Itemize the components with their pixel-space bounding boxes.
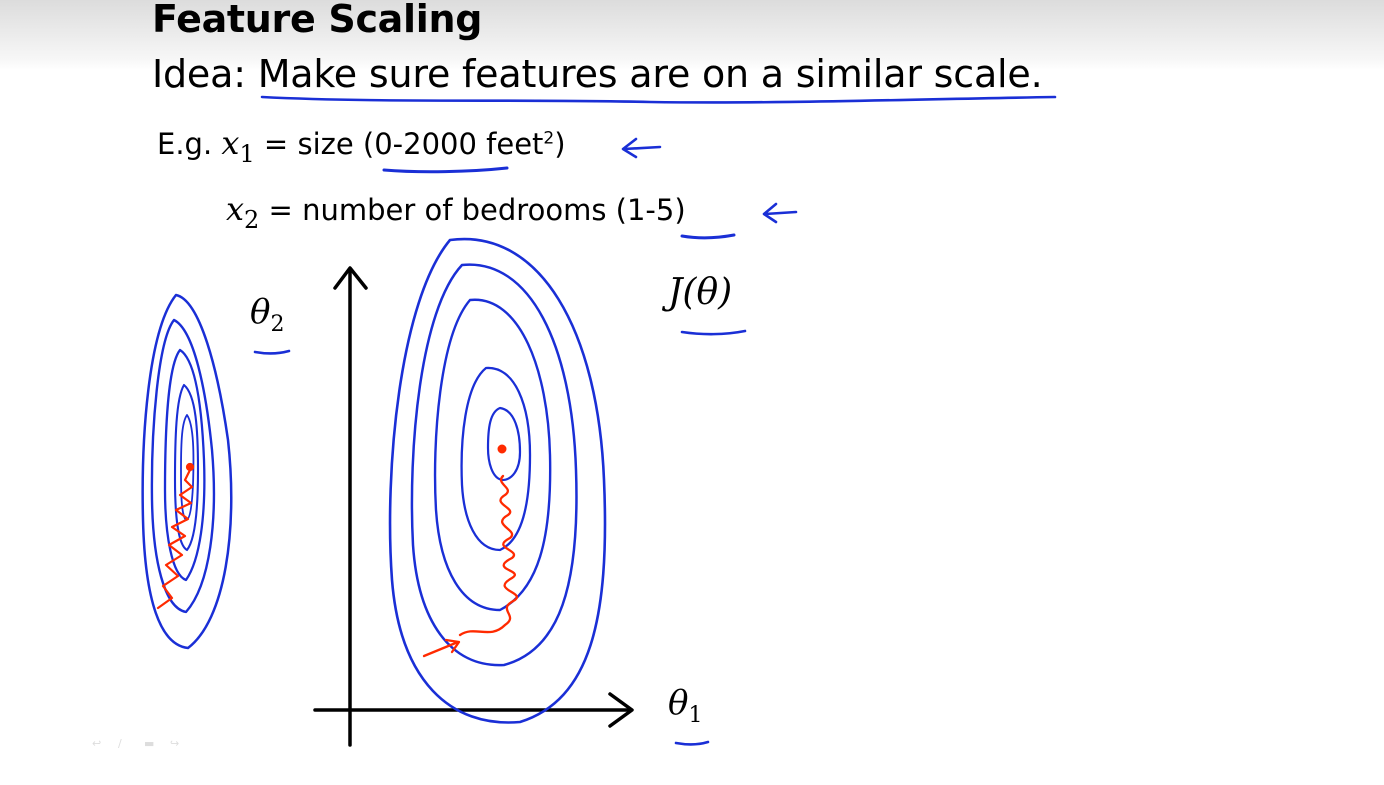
menu-icon[interactable]: ▬ xyxy=(144,737,155,750)
next-icon[interactable]: ↪ xyxy=(170,737,180,750)
idea-line: Idea: Make sure features are on a simila… xyxy=(152,52,1043,96)
x2-close-paren: ) xyxy=(674,193,686,227)
right-contour-4 xyxy=(460,366,532,552)
theta2-symbol: θ xyxy=(250,292,271,332)
left-contour-3 xyxy=(163,348,206,582)
vertical-axis-arrowhead-icon xyxy=(333,266,368,290)
j-theta-underline xyxy=(680,329,747,336)
right-start-arrow-icon xyxy=(422,638,461,658)
theta2-subscript: 2 xyxy=(270,312,285,337)
slide-player-controls: ↩ ∕ ▬ ↪ xyxy=(92,737,186,750)
x2-subscript: 2 xyxy=(244,206,260,234)
left-contour-2 xyxy=(150,318,216,614)
idea-text: Make sure features are on a similar scal… xyxy=(257,52,1031,96)
idea-prefix: Idea: xyxy=(152,52,258,96)
x1-description: = size ( xyxy=(254,127,375,161)
x1-pointer-arrow-icon xyxy=(621,137,662,159)
horizontal-axis-arrowhead-icon xyxy=(608,692,634,728)
range-x1-underline xyxy=(382,166,509,174)
right-gradient-zigzag xyxy=(458,474,518,637)
left-minimum-dot xyxy=(185,462,195,472)
theta1-axis-label: θ1 xyxy=(668,683,702,728)
x1-range: 0-2000 xyxy=(374,127,477,161)
cost-function-label: J(θ) xyxy=(668,272,733,313)
x2-pointer-arrow-icon xyxy=(762,202,798,224)
x2-variable: x xyxy=(226,190,245,228)
x1-close-paren: ) xyxy=(554,127,566,161)
pen-icon[interactable]: ∕ xyxy=(118,737,122,750)
right-contour-5 xyxy=(486,406,522,482)
x2-range: 1-5 xyxy=(626,193,675,227)
range-x2-underline xyxy=(680,233,736,240)
x1-unit: feet xyxy=(476,127,544,161)
theta1-subscript: 1 xyxy=(688,703,703,728)
idea-underline xyxy=(260,95,1057,104)
previous-icon[interactable]: ↩ xyxy=(92,737,102,750)
left-gradient-zigzag xyxy=(156,468,194,610)
theta1-symbol: θ xyxy=(668,683,689,723)
theta2-underline xyxy=(253,349,291,355)
right-contour-3 xyxy=(433,298,552,612)
left-contour-outer xyxy=(141,293,233,650)
example-x2-line: x2 = number of bedrooms (1-5) xyxy=(226,190,686,234)
right-contour-2 xyxy=(410,263,578,667)
right-minimum-dot xyxy=(497,444,507,454)
theta1-underline xyxy=(674,740,710,746)
x1-variable: x xyxy=(221,124,240,162)
title-band xyxy=(0,0,1384,70)
x1-subscript: 1 xyxy=(239,140,255,168)
slide-title: Feature Scaling xyxy=(152,0,483,41)
right-contour-outer xyxy=(388,237,607,724)
example-x1-line: E.g. x1 = size (0-2000 feet2) xyxy=(157,124,566,168)
eg-prefix: E.g. xyxy=(157,127,222,161)
theta2-axis-label: θ2 xyxy=(250,292,284,337)
x2-description: = number of bedrooms ( xyxy=(259,193,627,227)
idea-period: . xyxy=(1030,52,1043,96)
left-contour-4 xyxy=(173,383,200,552)
x1-unit-exponent: 2 xyxy=(543,128,555,149)
